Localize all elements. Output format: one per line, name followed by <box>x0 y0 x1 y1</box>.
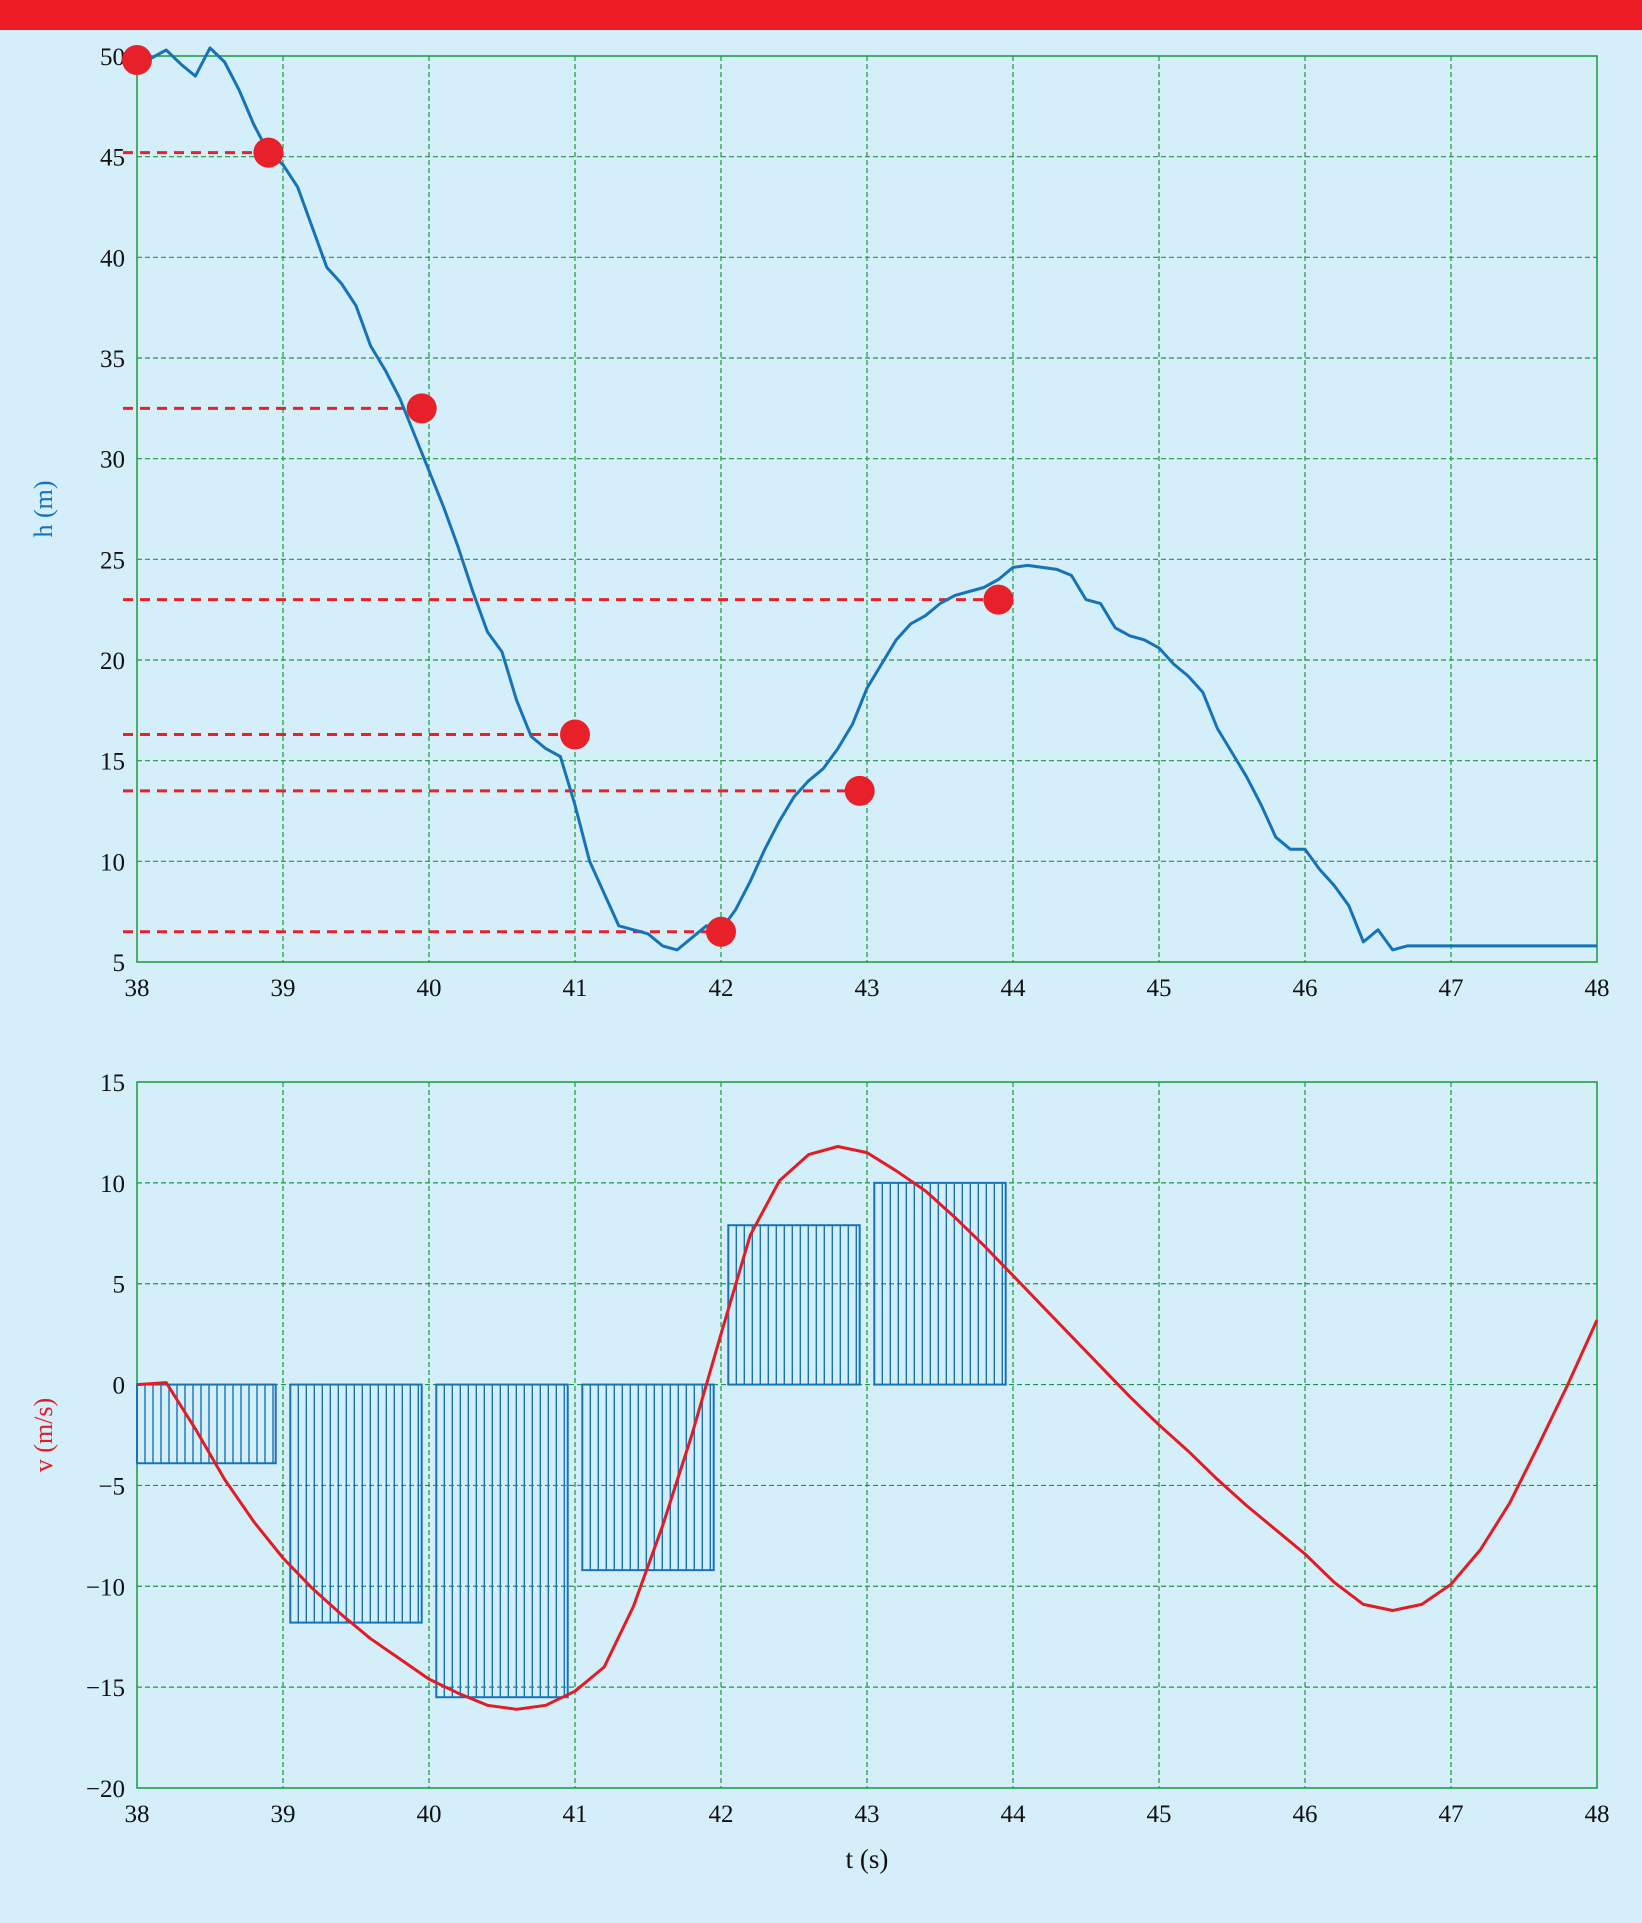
x-tick-label: 41 <box>563 1801 588 1828</box>
y-tick-label: 30 <box>100 447 125 474</box>
height-chart: 38 39 40 41 42 43 44 45 46 47 48 5 10 15 20 25 30 35 40 45 5… <box>29 44 1610 1002</box>
x-tick-label: 47 <box>1439 1801 1464 1828</box>
y-tick-label: −10 <box>86 1574 125 1601</box>
velocity-bar <box>727 1224 861 1386</box>
y-tick-label: −20 <box>86 1776 125 1803</box>
x-tick-label: 42 <box>709 1801 734 1828</box>
sample-marker <box>122 45 152 76</box>
x-tick-label: 43 <box>855 975 880 1002</box>
bar-outline <box>289 1383 423 1624</box>
x-tick-label: 48 <box>1585 975 1610 1002</box>
y-tick-label: −15 <box>86 1675 125 1702</box>
x-tick-label: 38 <box>125 1801 150 1828</box>
velocity-curve <box>136 1145 1599 1711</box>
y-tick-label: 10 <box>100 1171 125 1198</box>
y-tick-label: 5 <box>113 950 126 977</box>
y-tick-label: 25 <box>100 547 125 574</box>
y-tick-label: 10 <box>100 849 125 876</box>
y-tick-label: 45 <box>100 145 125 172</box>
y-tick-label: 5 <box>113 1272 126 1299</box>
velocity-bar <box>581 1383 715 1572</box>
sample-marker <box>844 775 875 806</box>
sample-marker <box>253 137 284 168</box>
height-curve <box>136 46 1597 952</box>
y-tick-label: 0 <box>113 1373 126 1400</box>
velocity-bar <box>435 1383 569 1699</box>
x-tick-label: 43 <box>855 1801 880 1828</box>
x-tick-label: 39 <box>271 975 296 1002</box>
x-tick-label: 45 <box>1147 1801 1172 1828</box>
y-tick-label: 15 <box>100 749 125 776</box>
sample-marker <box>983 584 1014 615</box>
x-tick-label: 46 <box>1293 975 1318 1002</box>
x-tick-label: 44 <box>1001 1801 1027 1828</box>
y-tick-label: 50 <box>100 44 125 71</box>
bar-outline <box>873 1181 1007 1386</box>
x-tick-label: 39 <box>271 1801 296 1828</box>
x-axis-label: t (s) <box>846 1844 889 1874</box>
sample-marker <box>406 393 437 424</box>
sample-marker <box>706 916 736 947</box>
velocity-bar <box>873 1181 1007 1386</box>
y-tick-label: 20 <box>100 648 125 675</box>
x-tick-label: 44 <box>1001 975 1027 1002</box>
velocity-bar <box>136 1383 277 1465</box>
x-tick-label: 42 <box>709 975 734 1002</box>
velocity-chart: 38 39 40 41 42 43 44 45 46 47 48 15 10 5 0 −5 −10 −15 −20 v… <box>29 1070 1610 1874</box>
x-tick-label: 40 <box>417 975 442 1002</box>
x-tick-label: 40 <box>417 1801 442 1828</box>
bar-outline <box>136 1383 277 1465</box>
y-tick-label: 15 <box>100 1070 125 1097</box>
x-tick-label: 46 <box>1293 1801 1318 1828</box>
x-tick-label: 47 <box>1439 975 1464 1002</box>
x-tick-label: 45 <box>1147 975 1172 1002</box>
y-tick-label: −5 <box>98 1473 125 1500</box>
y-tick-label: 40 <box>100 245 125 272</box>
x-tick-label: 48 <box>1585 1801 1610 1828</box>
top-banner <box>0 0 1642 30</box>
x-tick-label: 38 <box>125 975 150 1002</box>
velocity-bar <box>289 1383 423 1624</box>
x-tick-label: 41 <box>563 975 588 1002</box>
sample-marker <box>560 719 590 750</box>
y-tick-label: 35 <box>100 346 125 373</box>
bar-outline <box>435 1383 569 1699</box>
y-axis-label: h (m) <box>29 480 58 537</box>
y-axis-label: v (m/s) <box>29 1398 58 1472</box>
